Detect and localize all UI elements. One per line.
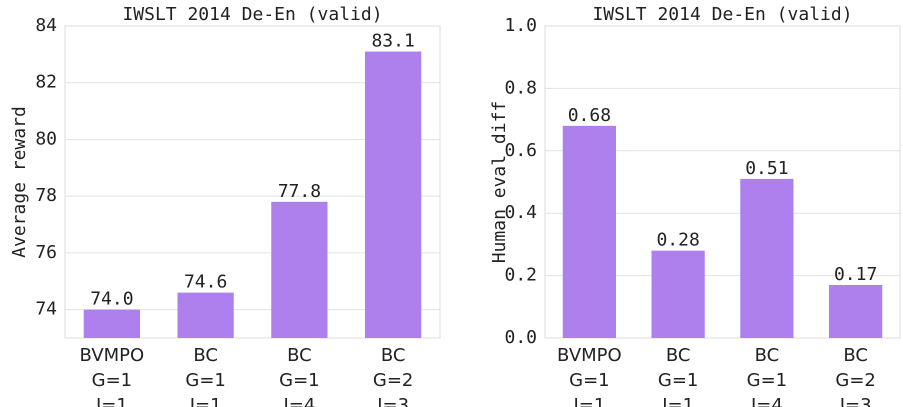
x-tick-label: BC: [755, 345, 780, 366]
data-label: 0.17: [834, 264, 877, 285]
chart-title: IWSLT 2014 De-En (valid): [122, 4, 382, 25]
x-tick-label: G=1: [279, 370, 319, 391]
y-tick-label: 1.0: [504, 15, 537, 36]
bar: [177, 292, 234, 338]
bar: [651, 250, 705, 338]
plot-frame: [64, 25, 441, 339]
x-tick-label: G=1: [658, 370, 698, 391]
x-tick-label: G=2: [835, 370, 875, 391]
x-tick-label: I=1: [573, 395, 605, 407]
y-tick-label: 0.2: [504, 265, 537, 286]
data-label: 0.68: [568, 105, 611, 126]
y-tick-label: 84: [35, 15, 57, 36]
data-label: 0.51: [745, 158, 788, 179]
y-tick-label: 76: [35, 242, 57, 263]
data-label: 74.0: [90, 289, 133, 310]
x-tick-label: G=2: [373, 370, 413, 391]
y-tick-label: 0.6: [504, 140, 537, 161]
x-tick-label: I=1: [662, 395, 694, 407]
y-tick-label: 0.4: [504, 202, 537, 223]
x-tick-label: G=1: [747, 370, 787, 391]
y-tick-label: 78: [35, 185, 57, 206]
bar: [740, 178, 794, 338]
x-tick-label: I=4: [751, 395, 783, 407]
x-tick-label: G=1: [92, 370, 132, 391]
x-tick-label: G=1: [185, 370, 225, 391]
x-tick-label: BC: [381, 345, 406, 366]
bar: [562, 125, 616, 338]
y-tick-label: 74: [35, 299, 57, 320]
data-label: 74.6: [184, 272, 227, 293]
x-tick-label: I=1: [96, 395, 128, 407]
y-tick-label: 0.8: [504, 77, 537, 98]
bar: [829, 284, 883, 338]
x-tick-label: I=3: [840, 395, 872, 407]
plot-frame: [544, 25, 901, 339]
x-tick-label: I=4: [283, 395, 315, 407]
y-axis-label: Human eval diff: [489, 101, 510, 264]
x-tick-label: I=3: [377, 395, 409, 407]
x-tick-label: G=1: [569, 370, 609, 391]
bar: [83, 309, 140, 338]
x-tick-label: BC: [666, 345, 691, 366]
y-axis-label: Average reward: [9, 106, 30, 258]
x-tick-label: BC: [843, 345, 868, 366]
data-label: 83.1: [371, 31, 414, 52]
x-tick-label: BVMPO: [80, 345, 145, 366]
x-tick-label: I=1: [190, 395, 222, 407]
chart-title: IWSLT 2014 De-En (valid): [592, 4, 852, 25]
x-tick-label: BVMPO: [557, 345, 622, 366]
bar: [365, 51, 422, 338]
y-tick-label: 82: [35, 72, 57, 93]
y-tick-label: 80: [35, 128, 57, 149]
data-label: 0.28: [656, 230, 699, 251]
bar: [271, 201, 328, 338]
x-tick-label: BC: [193, 345, 218, 366]
y-tick-label: 0.0: [504, 327, 537, 348]
x-tick-label: BC: [287, 345, 312, 366]
data-label: 77.8: [278, 181, 321, 202]
